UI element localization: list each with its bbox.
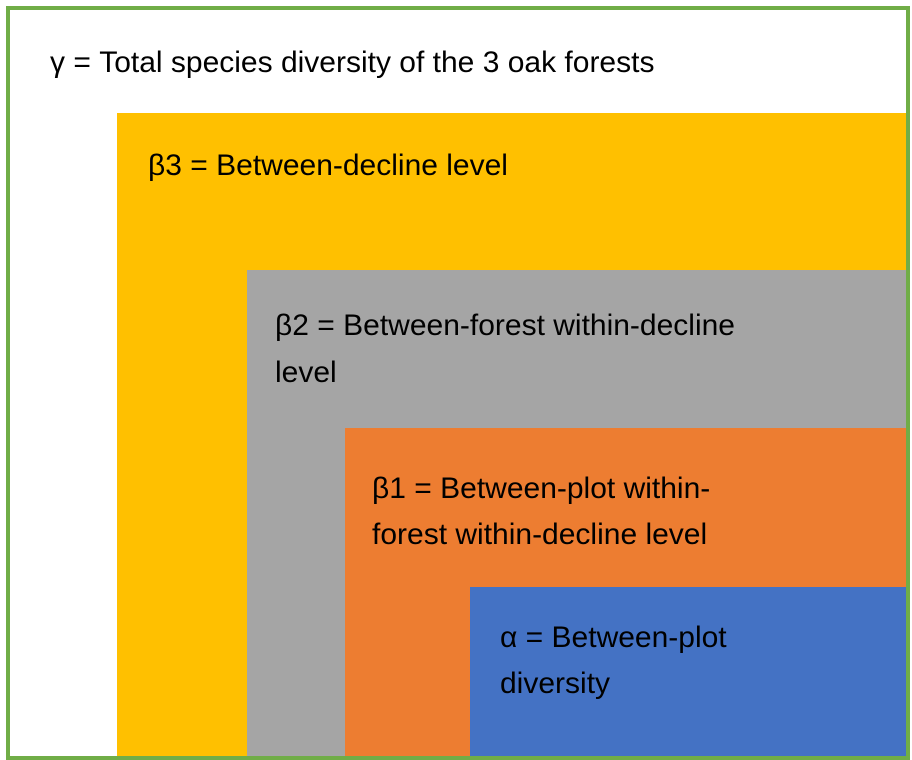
gamma-label: γ = Total species diversity of the 3 oak… xyxy=(50,46,654,79)
alpha-label: diversity xyxy=(500,667,610,700)
beta2-label: β2 = Between-forest within-decline xyxy=(275,309,735,342)
outer-border xyxy=(6,6,910,760)
beta2-label: level xyxy=(275,356,337,389)
alpha-label: α = Between-plot xyxy=(500,621,727,654)
beta1-label: β1 = Between-plot within- xyxy=(372,472,710,505)
beta3-label: β3 = Between-decline level xyxy=(148,149,508,182)
beta1-label: forest within-decline level xyxy=(372,518,707,551)
alpha-box xyxy=(470,587,908,758)
